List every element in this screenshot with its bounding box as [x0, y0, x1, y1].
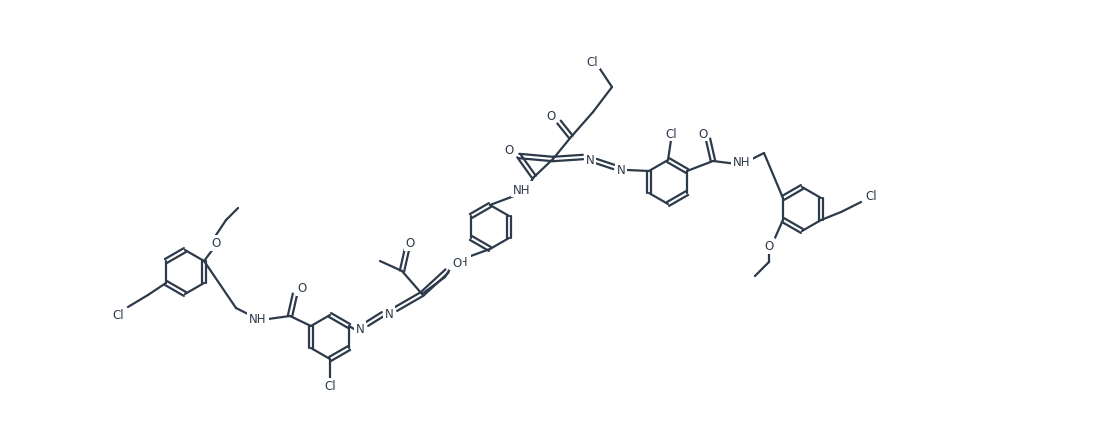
Text: Cl: Cl [325, 380, 336, 393]
Text: NH: NH [451, 256, 468, 269]
Text: O: O [297, 282, 307, 295]
Text: NH: NH [513, 183, 531, 196]
Text: NH: NH [733, 156, 750, 169]
Text: O: O [765, 240, 773, 253]
Text: O: O [212, 237, 220, 250]
Text: Cl: Cl [665, 127, 677, 140]
Text: N: N [617, 164, 625, 177]
Text: O: O [505, 144, 513, 157]
Text: Cl: Cl [866, 190, 877, 203]
Text: O: O [505, 144, 513, 157]
Text: Cl: Cl [586, 55, 598, 68]
Text: O: O [406, 237, 415, 250]
Text: NH: NH [249, 313, 267, 326]
Text: N: N [355, 323, 364, 336]
Text: O: O [452, 257, 462, 270]
Text: N: N [385, 308, 394, 321]
Text: Cl: Cl [112, 309, 124, 322]
Text: O: O [546, 109, 555, 122]
Text: N: N [586, 154, 595, 167]
Text: O: O [699, 127, 708, 140]
